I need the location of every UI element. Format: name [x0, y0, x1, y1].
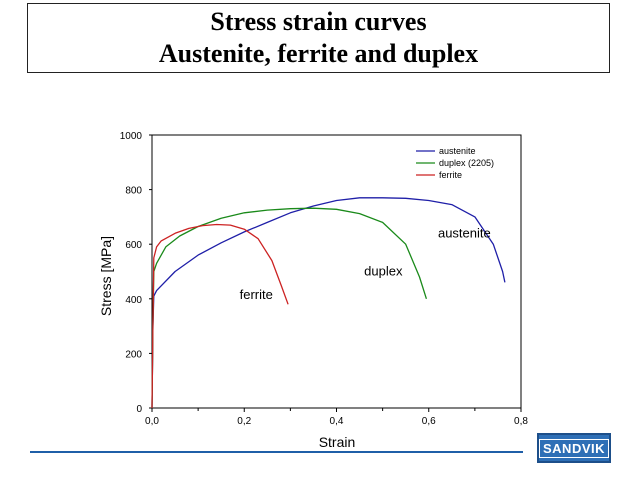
y-tick-label: 0 [136, 404, 142, 415]
y-tick-label: 400 [125, 295, 142, 306]
x-tick-label: 0,8 [514, 416, 528, 427]
x-tick-label: 0,0 [145, 416, 159, 427]
x-axis-title: Strain [319, 434, 356, 450]
legend-entry: duplex (2205) [439, 158, 494, 168]
annotation-duplex: duplex [364, 264, 403, 279]
y-tick-label: 600 [125, 240, 142, 251]
series-line-ferrite [151, 223, 289, 409]
y-tick-label: 200 [125, 349, 142, 360]
logo-text: SANDVIK [539, 438, 610, 458]
title-box: Stress strain curves Austenite, ferrite … [27, 3, 610, 73]
annotation-austenite: austenite [438, 225, 491, 240]
title-line-1: Stress strain curves [210, 7, 427, 36]
y-tick-label: 800 [125, 186, 142, 197]
x-tick-label: 0,4 [330, 416, 344, 427]
annotation-ferrite: ferrite [240, 287, 273, 302]
legend-entry: ferrite [439, 170, 462, 180]
y-tick-label: 1000 [120, 131, 143, 142]
x-tick-label: 0,2 [237, 416, 251, 427]
series-line-austenite [151, 197, 506, 409]
sandvik-logo: SANDVIK [537, 433, 611, 463]
title-line-2: Austenite, ferrite and duplex [158, 39, 479, 68]
legend-entry: austenite [439, 146, 476, 156]
y-axis-title: Stress [MPa] [98, 236, 114, 316]
series-line-duplex [151, 207, 428, 409]
footer-divider [30, 451, 523, 453]
x-tick-label: 0,6 [422, 416, 436, 427]
plot-area [151, 134, 522, 409]
